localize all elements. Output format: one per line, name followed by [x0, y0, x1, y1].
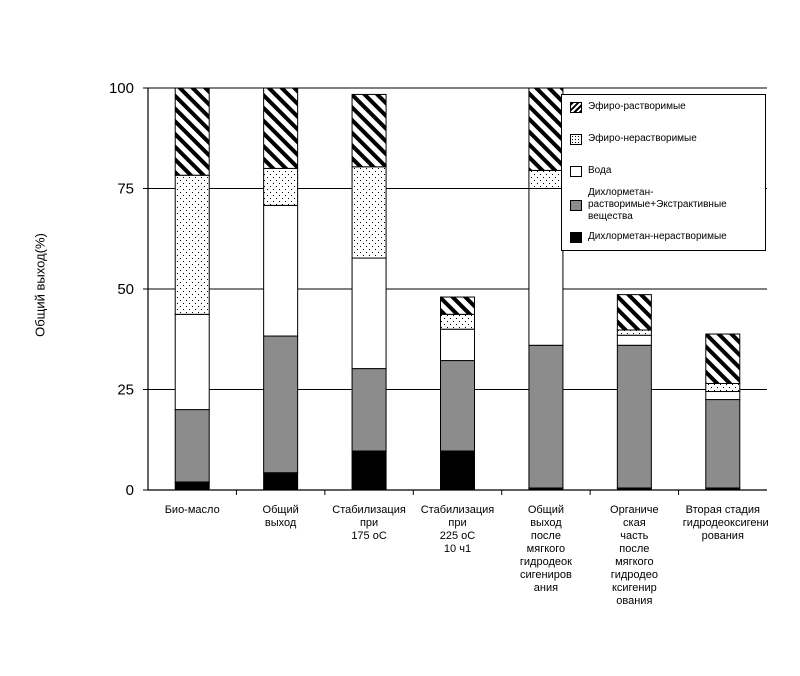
bar-segment	[174, 409, 210, 483]
x-tick-label-line: гидродеоксигени	[682, 517, 769, 529]
y-tick-label: 25	[117, 382, 134, 399]
legend-swatch	[570, 101, 582, 113]
bar-segment	[440, 328, 475, 362]
bar-segment	[616, 294, 652, 331]
x-tick-label: Органиче ская часть после мягкого гидродео кси…	[594, 504, 674, 608]
x-tick-label-line: Общий	[527, 504, 565, 516]
bar-segment	[263, 335, 299, 474]
x-tick-label-line: Вторая стадия	[685, 504, 760, 516]
y-axis-label: Общий выход(%)	[32, 233, 48, 337]
legend-label: Дихлорметан-нерастворимые	[588, 231, 727, 242]
legend-swatch	[570, 133, 582, 145]
x-tick-label-line: ования	[616, 595, 653, 607]
bar-segment	[263, 472, 299, 491]
x-tick-label-line: при	[448, 517, 467, 529]
legend-item: Вода	[570, 165, 611, 177]
bar-segment	[174, 174, 210, 315]
bar-segment	[528, 188, 564, 346]
axes: 0 25 50 75 100	[109, 80, 767, 499]
bar-segment	[528, 169, 564, 190]
bar-segment	[351, 93, 387, 168]
bar-segment	[440, 313, 475, 330]
legend-item: Дихлорметан-растворимые+Экстрактивные ве…	[570, 187, 758, 223]
legend-item: Дихлорметан-нерастворимые	[570, 231, 727, 243]
bar-segment	[616, 329, 652, 336]
bar-segment	[263, 87, 299, 169]
legend-label: Вода	[588, 165, 612, 176]
x-tick-label: Общий выход	[241, 504, 321, 530]
x-tick-label: Стабилизация при 175 оС	[329, 504, 409, 543]
legend-swatch	[570, 165, 582, 177]
x-tick-label-line: ания	[533, 582, 559, 594]
bar-segment	[351, 368, 387, 452]
bar-segment	[263, 204, 299, 337]
legend-swatch	[570, 199, 582, 211]
y-tick-label: 50	[117, 281, 134, 298]
x-tick-label-line: часть	[620, 530, 649, 542]
bar-segment	[616, 334, 652, 346]
x-tick-label-line: сигениров	[520, 569, 572, 581]
x-tick-label-line: Стабилизация	[420, 504, 495, 516]
legend-label: Эфиро-растворимые	[588, 101, 686, 112]
x-tick-label-line: выход	[530, 517, 562, 529]
x-tick-label-line: гидродеок	[519, 556, 572, 568]
x-tick-label-line: 175 оС	[351, 530, 387, 542]
bar-segment	[705, 333, 741, 384]
x-tick-label-line: ская	[623, 517, 646, 529]
legend: Эфиро-растворимые Эфиро-нерастворимые Вода…	[561, 94, 766, 251]
x-tick-label-line: Стабилизация	[332, 504, 406, 516]
legend-label: Эфиро-нерастворимые	[588, 133, 697, 144]
x-tick-label-line: рования	[701, 530, 744, 542]
y-tick-label: 0	[126, 482, 134, 499]
x-tick-label-line: 10 ч1	[443, 543, 472, 555]
x-tick-label-line: мягкого	[615, 556, 654, 568]
x-tick-label-line: выход	[264, 517, 297, 529]
x-tick-label-line: после	[619, 543, 650, 555]
x-tick-label: Вторая стадия гидродеоксигени рования	[682, 504, 769, 543]
bar-segment	[174, 481, 210, 491]
x-tick-label-line: гидродео	[610, 569, 658, 581]
bar-segment	[705, 399, 741, 489]
x-tick-label-line: Био-масло	[164, 504, 220, 516]
legend-item: Эфиро-растворимые	[570, 101, 686, 113]
bar-segment	[351, 166, 387, 259]
bar-segment	[705, 391, 741, 401]
x-tick-label-line: при	[359, 517, 379, 529]
x-tick-label: Стабилизация при 225 оС 10 ч1	[418, 504, 498, 556]
bar-segment	[528, 344, 564, 489]
legend-item: Эфиро-нерастворимые	[570, 133, 697, 145]
bar-segment	[174, 87, 210, 176]
bar-segment	[528, 87, 564, 171]
bar-segment	[174, 313, 210, 411]
legend-swatch	[570, 231, 582, 243]
bar-segment	[705, 382, 741, 393]
y-tick-label: 75	[117, 181, 134, 198]
bar-segment	[351, 450, 387, 491]
legend-label: Дихлорметан-растворимые+Экстрактивные ве…	[588, 187, 727, 222]
bar-segment	[616, 344, 652, 489]
x-tick-label-line: ксигенир	[611, 582, 657, 594]
x-tick-label-line: мягкого	[526, 543, 566, 555]
bar-segment	[440, 296, 475, 315]
x-tick-label: Био-масло	[152, 504, 232, 517]
x-tick-label-line: Органиче	[610, 504, 659, 516]
bar-segment	[440, 360, 475, 452]
bar-segment	[351, 257, 387, 370]
bar-segment	[263, 167, 299, 206]
y-tick-label: 100	[109, 80, 134, 97]
x-tick-label-line: 225 оС	[439, 530, 476, 542]
x-tick-label: Общий выход после мягкого гидродеок сигениров…	[506, 504, 586, 595]
x-tick-label-line: после	[530, 530, 561, 542]
bar-segment	[440, 450, 475, 491]
bars	[174, 87, 741, 491]
x-tick-label-line: Общий	[262, 504, 299, 516]
